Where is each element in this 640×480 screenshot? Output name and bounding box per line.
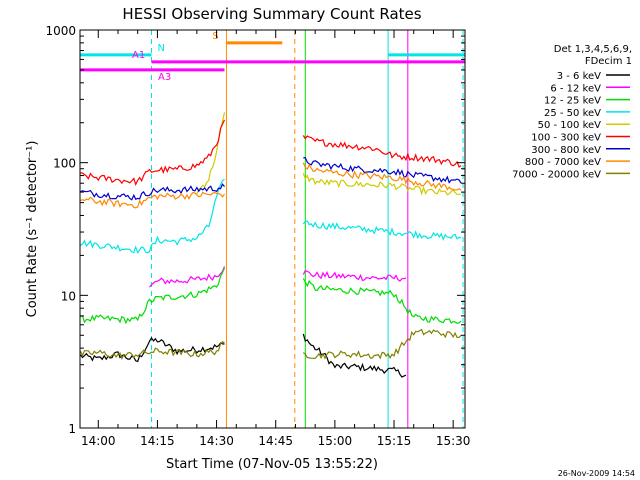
y-tick-label: 1: [68, 422, 76, 436]
series-12-25-kev-segment-1: [80, 268, 226, 325]
series-12-25-kev-segment-2: [302, 278, 462, 324]
band-label-a1: A1: [132, 50, 145, 61]
band-label-s: S: [212, 31, 218, 42]
legend-label-25-50-kev: 25 - 50 keV: [544, 108, 601, 119]
series-6-12-kev-segment-1: [149, 266, 226, 288]
series-50-100-kev-segment-2: [302, 173, 462, 196]
y-axis-label: Count Rate (s⁻¹ detector⁻¹): [25, 141, 40, 318]
x-tick-label: 15:30: [436, 434, 471, 448]
series-7000-20000-kev-segment-2: [302, 328, 462, 360]
legend-header-line: Det 1,3,4,5,6,9,: [554, 44, 632, 55]
legend-label-300-800-kev: 300 - 800 keV: [531, 145, 601, 156]
plot-frame: [79, 29, 466, 429]
series-300-800-kev-segment-2: [303, 157, 462, 184]
y-tick-label: 100: [53, 157, 76, 171]
mode-bands: N S A1 A3: [80, 31, 465, 83]
series-100-300-kev-segment-2: [302, 135, 462, 168]
series-lines: [79, 112, 462, 378]
x-tick-label: 15:15: [377, 434, 412, 448]
series-3-6-kev-segment-2: [302, 333, 407, 378]
legend-header-line: FDecim 1: [585, 56, 632, 67]
series-100-300-kev-segment-1: [80, 119, 226, 187]
chart-title: HESSI Observing Summary Count Rates: [122, 5, 421, 23]
y-axis: 1 10 100 1000: [45, 24, 465, 436]
marker-lines: [79, 30, 464, 428]
series-800-7000-kev-segment-1: [80, 191, 225, 209]
series-7000-20000-kev-segment-1: [79, 341, 225, 360]
x-tick-label: 14:30: [199, 434, 234, 448]
x-tick-label: 14:45: [258, 434, 293, 448]
band-label-n: N: [158, 43, 165, 54]
legend-label-100-300-kev: 100 - 300 keV: [531, 133, 601, 144]
legend-label-3-6-kev: 3 - 6 keV: [557, 71, 601, 82]
x-tick-label: 14:00: [81, 434, 116, 448]
series-300-800-kev-segment-1: [80, 183, 225, 201]
y-tick-label: 1000: [45, 24, 76, 38]
series-25-50-kev-segment-1: [80, 178, 225, 255]
legend-label-7000-20000-kev: 7000 - 20000 keV: [512, 169, 601, 180]
x-tick-label: 14:15: [140, 434, 175, 448]
x-axis-label: Start Time (07-Nov-05 13:55:22): [166, 457, 378, 472]
x-axis: 14:00 14:15 14:30 14:45 15:00 15:15 15:30: [81, 30, 470, 448]
generated-timestamp: 26-Nov-2009 14:54: [558, 469, 635, 478]
series-25-50-kev-segment-2: [302, 220, 462, 242]
legend-label-800-7000-kev: 800 - 7000 keV: [525, 157, 601, 168]
y-tick-label: 10: [61, 289, 76, 303]
series-3-6-kev-segment-1: [80, 336, 225, 363]
legend-label-12-25-kev: 12 - 25 keV: [544, 96, 601, 107]
band-label-a3: A3: [158, 72, 171, 83]
x-tick-label: 15:00: [318, 434, 353, 448]
legend-label-50-100-kev: 50 - 100 keV: [538, 120, 602, 131]
series-50-100-kev-segment-1: [196, 112, 226, 195]
series-800-7000-kev-segment-2: [302, 162, 462, 191]
legend-label-6-12-kev: 6 - 12 keV: [550, 83, 601, 94]
series-6-12-kev-segment-2: [302, 269, 407, 282]
